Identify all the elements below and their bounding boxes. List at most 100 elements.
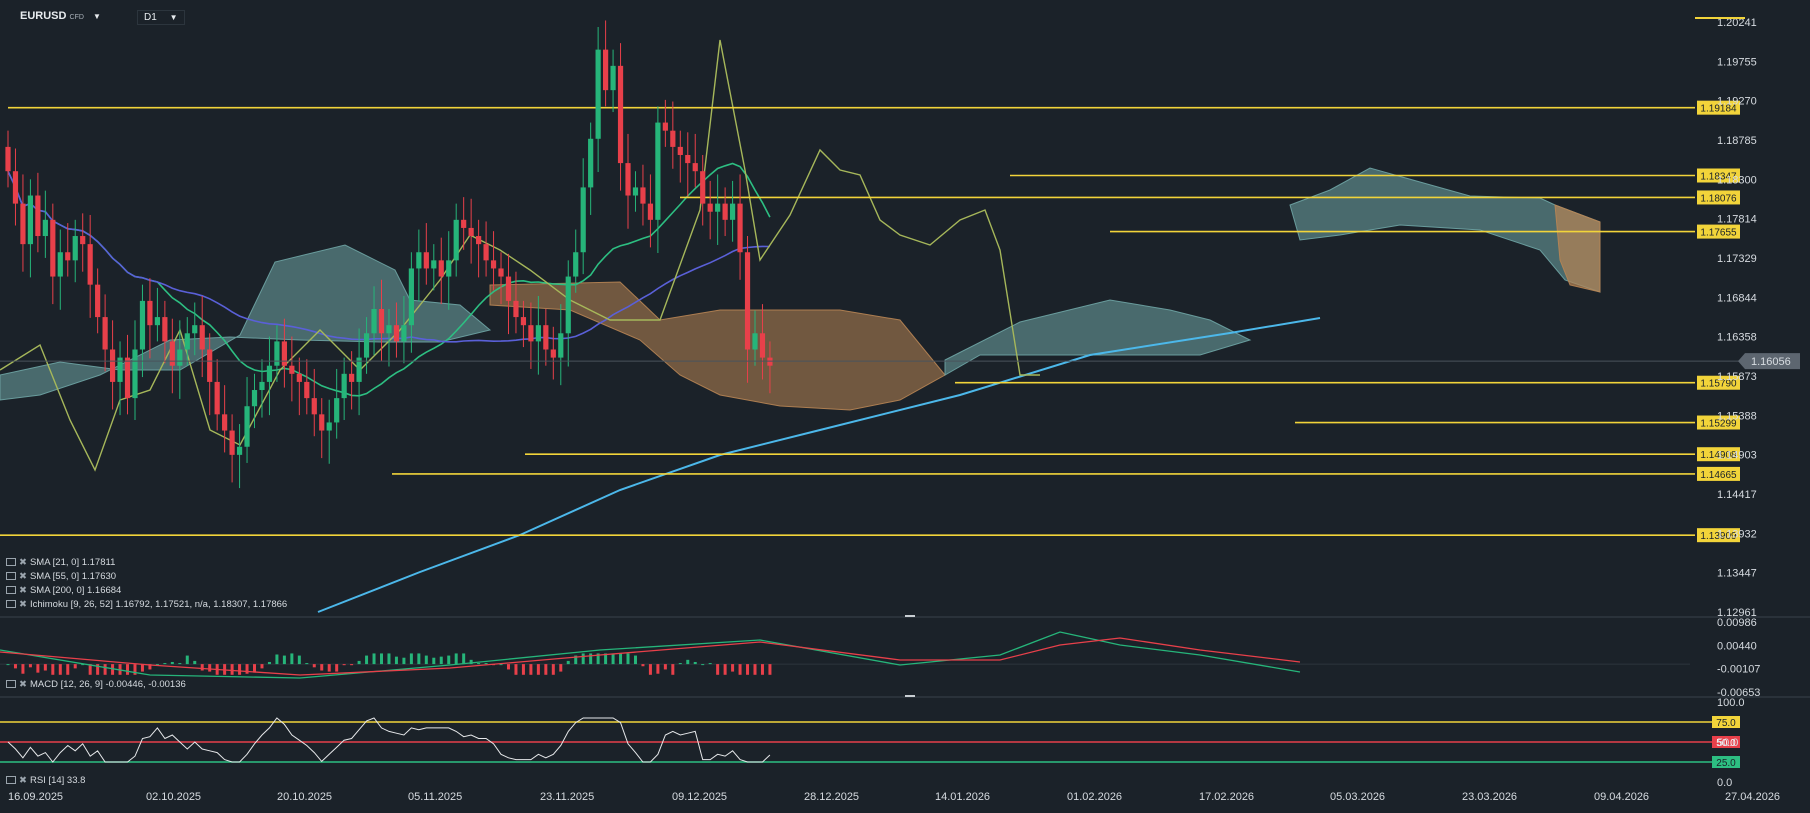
rsi-axis-tick: 0.0: [1717, 777, 1732, 789]
macd-histogram-bar: [297, 655, 301, 665]
candle-body: [229, 430, 235, 455]
legend-sma55[interactable]: ✖ SMA [55, 0] 1.17630: [6, 571, 116, 582]
close-icon[interactable]: ✖: [19, 679, 27, 690]
legend-sma21[interactable]: ✖ SMA [21, 0] 1.17811: [6, 557, 115, 568]
close-icon[interactable]: ✖: [19, 585, 27, 596]
ichimoku-cloud-bear: [1554, 204, 1601, 293]
macd-histogram-bar: [365, 655, 369, 665]
pane-resize-handle: [905, 695, 915, 697]
macd-axis-tick: -0.00107: [1717, 664, 1760, 676]
close-icon[interactable]: ✖: [19, 557, 27, 568]
macd-histogram-bar: [454, 653, 458, 665]
candle-body: [550, 349, 556, 358]
macd-histogram-bar: [701, 664, 705, 666]
macd-histogram-bar: [716, 664, 720, 675]
macd-histogram-bar: [529, 664, 533, 675]
date-axis-tick: 05.11.2025: [408, 791, 462, 803]
candle-body: [729, 203, 736, 220]
chevron-down-icon: ▼: [92, 12, 101, 21]
candle-body: [207, 349, 213, 382]
rsi-level-tag: [1712, 716, 1740, 728]
timeframe-label: D1: [144, 12, 157, 23]
macd-histogram-bar: [66, 664, 70, 675]
legend-rsi[interactable]: ✖ RSI [14] 33.8: [6, 775, 85, 786]
price-axis-tick: 1.14417: [1717, 489, 1757, 501]
macd-histogram-bar: [753, 664, 757, 675]
macd-histogram-bar: [611, 653, 615, 665]
macd-histogram-bar: [163, 663, 167, 665]
candle-body: [192, 325, 198, 334]
candle-body: [505, 276, 512, 301]
timeframe-selector[interactable]: D1 ▼: [137, 10, 185, 25]
macd-histogram-bar: [768, 664, 772, 675]
macd-histogram-bar: [275, 654, 279, 665]
macd-histogram-bar: [282, 655, 286, 665]
candle-body: [72, 236, 78, 261]
settings-icon[interactable]: [6, 680, 16, 689]
price-axis-tick: 1.19270: [1717, 96, 1757, 108]
macd-histogram-bar: [469, 659, 473, 665]
candle-body: [378, 308, 385, 334]
macd-histogram-bar: [21, 664, 25, 674]
macd-histogram-bar: [96, 664, 100, 675]
candle-body: [87, 244, 93, 285]
candle-body: [341, 373, 347, 399]
rsi-level-tag: [1712, 736, 1740, 748]
candle-body: [132, 349, 138, 399]
chevron-down-icon: ▼: [169, 13, 178, 22]
settings-icon[interactable]: [6, 600, 16, 609]
rsi-level-label: 75.0: [1716, 718, 1736, 729]
date-axis-tick: 14.01.2026: [935, 791, 990, 803]
close-icon[interactable]: ✖: [19, 599, 27, 610]
close-icon[interactable]: ✖: [19, 775, 27, 786]
price-level-tag: [1697, 190, 1740, 205]
candle-body: [461, 219, 467, 228]
candle-body: [42, 219, 48, 237]
macd-histogram-bar: [663, 664, 667, 670]
macd-line: [0, 631, 1301, 679]
macd-histogram-bar: [521, 664, 525, 675]
macd-histogram-bar: [394, 656, 398, 665]
legend-macd[interactable]: ✖ MACD [12, 26, 9] -0.00446, -0.00136: [6, 679, 186, 690]
chikou-span-line: [0, 39, 1040, 472]
candle-body: [759, 333, 766, 358]
macd-histogram-bar: [380, 653, 383, 665]
macd-histogram-bar: [140, 664, 144, 672]
close-icon[interactable]: ✖: [19, 571, 27, 582]
macd-histogram-bar: [111, 664, 115, 675]
settings-icon[interactable]: [6, 572, 16, 581]
macd-histogram-bar: [417, 653, 421, 665]
date-axis-tick: 09.04.2026: [1594, 791, 1649, 803]
candle-body: [408, 268, 414, 326]
macd-signal-line: [0, 637, 1301, 676]
macd-histogram-bar: [126, 664, 130, 675]
settings-icon[interactable]: [6, 586, 16, 595]
settings-icon[interactable]: [6, 776, 16, 785]
macd-histogram-bar: [559, 664, 563, 672]
candle-body: [573, 252, 579, 277]
candle-body: [124, 357, 131, 399]
candle-body: [319, 414, 325, 431]
macd-histogram-bar: [155, 664, 159, 666]
macd-histogram-bar: [178, 663, 182, 665]
macd-histogram-bar: [581, 653, 585, 665]
price-level-tag: [1697, 375, 1740, 390]
macd-histogram-bar: [238, 664, 242, 675]
price-axis-tick: 1.18785: [1717, 135, 1757, 147]
macd-histogram-bar: [648, 664, 652, 675]
candle-body: [289, 365, 295, 374]
candle-body: [543, 325, 549, 350]
candle-body: [625, 163, 631, 196]
sma200-line: [317, 317, 1321, 613]
legend-ichimoku[interactable]: ✖ Ichimoku [9, 26, 52] 1.16792, 1.17521, …: [6, 599, 287, 610]
macd-histogram-bar: [36, 664, 40, 673]
candle-body: [50, 219, 56, 277]
price-level-label: 1.13909: [1700, 531, 1737, 542]
price-level-tag: [1697, 528, 1740, 543]
symbol-selector[interactable]: EURUSD CFD ▼: [20, 10, 101, 22]
ichimoku-cloud-bull: [1289, 167, 1601, 293]
legend-sma200[interactable]: ✖ SMA [200, 0] 1.16684: [6, 585, 121, 596]
macd-histogram-bar: [170, 661, 174, 665]
settings-icon[interactable]: [6, 558, 16, 567]
